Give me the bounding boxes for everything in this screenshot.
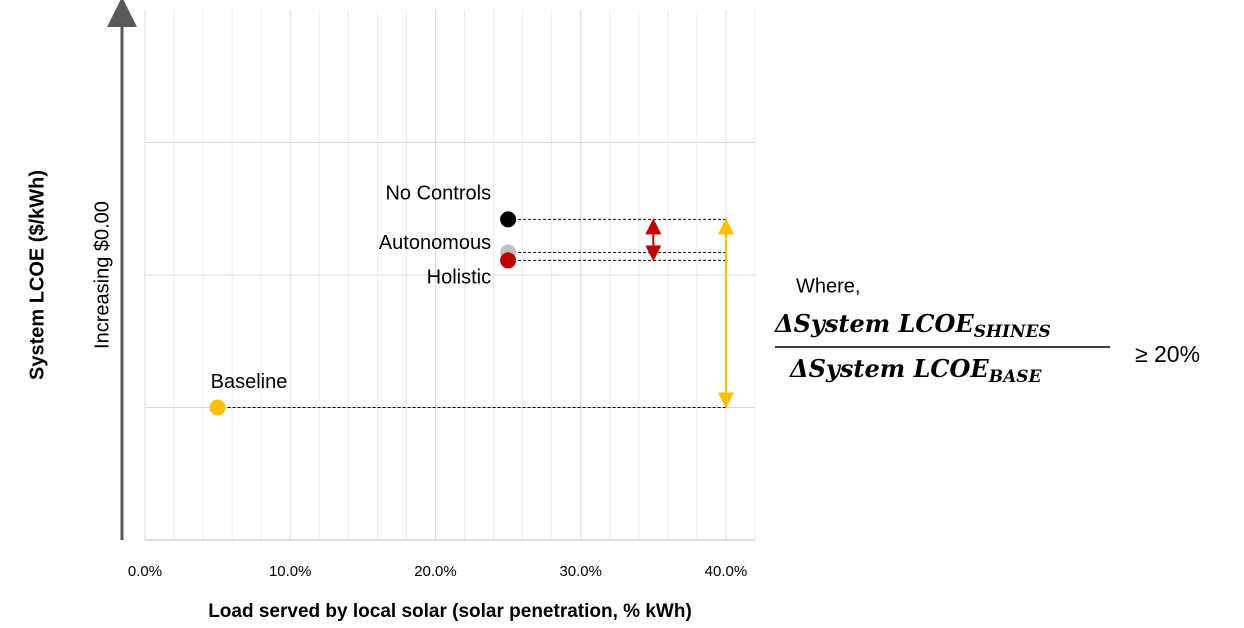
- where-label: Where,: [796, 275, 860, 297]
- point-label: Holistic: [427, 267, 491, 289]
- plot-area: 0.0% 10.0% 20.0% 30.0% 40.0% No Controls Auton…: [107, 0, 756, 580]
- point-label: Autonomous: [379, 232, 491, 254]
- point-label: Baseline: [211, 371, 288, 393]
- x-axis-title: Load served by local solar (solar penetr…: [208, 601, 692, 622]
- point-label: No Controls: [385, 183, 491, 205]
- denominator-text: ΔSystem LCOE: [789, 354, 989, 383]
- x-tick-label: 30.0%: [559, 563, 602, 580]
- y-axis-subtitle: Increasing $0.00: [91, 201, 113, 349]
- relation: ≥ 20%: [1135, 341, 1200, 367]
- x-tick-label: 10.0%: [269, 563, 312, 580]
- y-axis-title: System LCOE ($/kWh): [26, 170, 48, 380]
- numerator: ΔSystem LCOESHINES: [774, 309, 1051, 342]
- denominator: ΔSystem LCOEBASE: [789, 354, 1043, 387]
- point: [500, 211, 517, 228]
- point: [500, 252, 517, 269]
- x-tick-label: 0.0%: [128, 563, 162, 580]
- x-tick-label: 40.0%: [705, 563, 748, 580]
- formula: Where, ΔSystem LCOESHINES ΔSystem LCOEBA…: [774, 275, 1200, 386]
- denominator-sub: BASE: [988, 367, 1043, 387]
- numerator-sub: SHINES: [974, 322, 1051, 342]
- x-tick-label: 20.0%: [414, 563, 457, 580]
- point: [209, 399, 226, 416]
- numerator-text: ΔSystem LCOE: [774, 309, 974, 338]
